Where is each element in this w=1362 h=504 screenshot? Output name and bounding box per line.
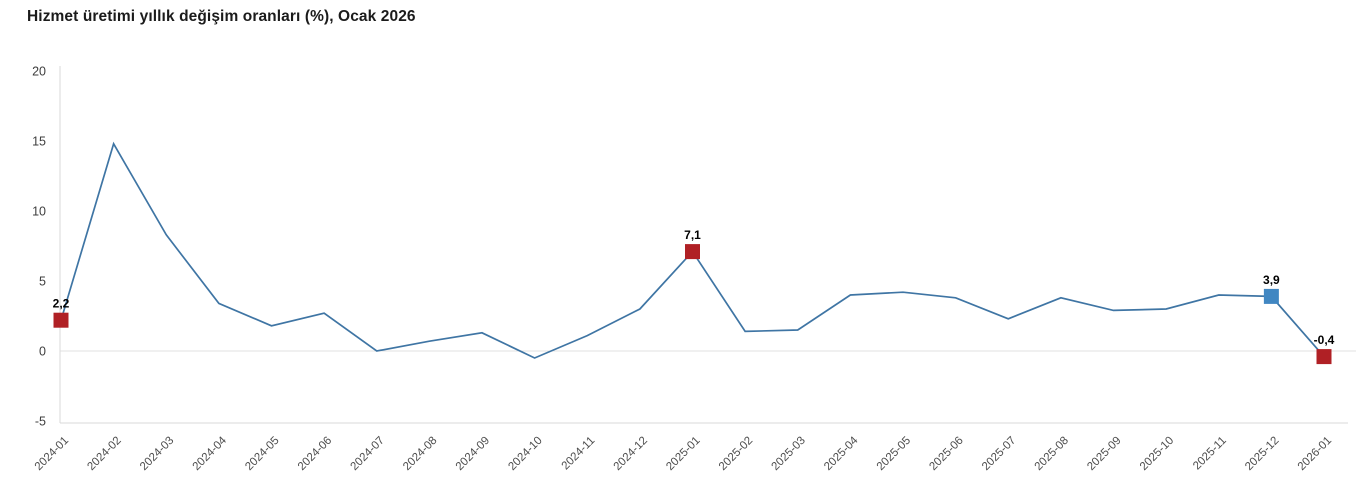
x-axis-label: 2025-12: [1243, 435, 1281, 473]
x-axis-label: 2024-03: [138, 435, 176, 473]
x-axis-label: 2025-01: [664, 435, 702, 473]
y-axis-label: 0: [39, 345, 46, 359]
x-axis-label: 2024-02: [85, 435, 123, 473]
x-axis-label: 2024-06: [296, 435, 334, 473]
x-axis-label: 2024-11: [560, 435, 598, 473]
x-axis-label: 2024-10: [506, 435, 544, 473]
y-axis-label: 15: [32, 135, 46, 149]
chart-title: Hizmet üretimi yıllık değişim oranları (…: [27, 8, 416, 25]
y-axis-label: 10: [32, 205, 46, 219]
data-point-label: 3,9: [1263, 273, 1280, 287]
x-axis-label: 2024-05: [243, 435, 281, 473]
x-axis-label: 2024-01: [33, 435, 71, 473]
x-axis-label: 2024-04: [191, 434, 230, 473]
data-point-label: 7,1: [684, 228, 701, 242]
x-axis-label: 2025-08: [1033, 435, 1071, 473]
x-axis-label: 2024-08: [401, 435, 439, 473]
x-axis-label: 2025-04: [822, 434, 861, 473]
x-axis-label: 2025-11: [1191, 435, 1229, 473]
x-axis-label: 2025-06: [927, 435, 965, 473]
data-point-marker[interactable]: [1316, 349, 1332, 365]
x-axis-label: 2024-12: [612, 435, 650, 473]
y-axis-label: -5: [35, 415, 46, 429]
data-point-label: -0,4: [1314, 333, 1335, 347]
x-axis-label: 2025-10: [1138, 435, 1176, 473]
x-axis-label: 2025-05: [875, 435, 913, 473]
x-axis-label: 2024-09: [454, 435, 492, 473]
data-point-marker[interactable]: [53, 312, 69, 328]
x-axis-label: 2025-07: [980, 435, 1018, 473]
x-axis-label: 2025-02: [717, 435, 755, 473]
y-axis-label: 20: [32, 65, 46, 79]
data-point-marker[interactable]: [1263, 288, 1279, 304]
x-axis-label: 2026-01: [1296, 435, 1334, 473]
x-axis-label: 2025-03: [770, 435, 808, 473]
data-point-marker[interactable]: [685, 244, 700, 260]
x-axis-label: 2025-09: [1085, 435, 1123, 473]
x-axis-label: 2024-07: [349, 435, 387, 473]
y-axis-label: 5: [39, 275, 46, 289]
data-point-label: 2,2: [53, 297, 70, 311]
